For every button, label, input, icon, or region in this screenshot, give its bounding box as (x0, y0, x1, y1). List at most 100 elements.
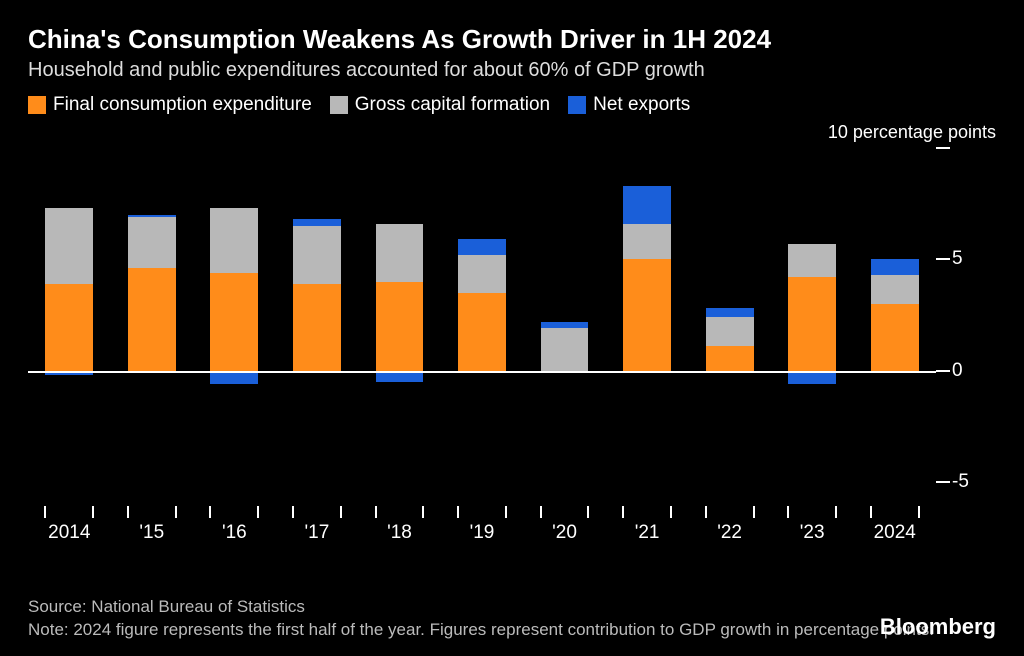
bar-segment-final-consumption (376, 282, 424, 371)
x-tick-mark (622, 506, 624, 518)
legend-swatch-netexports (568, 96, 586, 114)
bar-group (210, 148, 258, 504)
bar-group (45, 148, 93, 504)
bar-segment-gross-capital (210, 208, 258, 273)
x-axis-label: '20 (552, 522, 577, 544)
y-tick-label: 0 (942, 360, 996, 382)
bar-segment-final-consumption (128, 268, 176, 370)
zero-axis-line (28, 371, 936, 373)
x-tick-mark (257, 506, 259, 518)
legend-label: Gross capital formation (355, 94, 550, 116)
bar-segment-final-consumption (788, 277, 836, 370)
x-tick-mark (753, 506, 755, 518)
bar-segment-net-exports (293, 219, 341, 226)
x-axis-label: '21 (635, 522, 660, 544)
legend-item-capital: Gross capital formation (330, 94, 550, 116)
bar-segment-gross-capital (623, 224, 671, 260)
bar-segment-final-consumption (706, 346, 754, 370)
y-tick-label: -5 (942, 471, 996, 493)
chart-title: China's Consumption Weakens As Growth Dr… (28, 24, 996, 55)
y-tick-label: 5 (942, 248, 996, 270)
x-tick-mark (835, 506, 837, 518)
x-tick-mark (44, 506, 46, 518)
legend: Final consumption expenditure Gross capi… (28, 94, 996, 116)
x-axis-label: '18 (387, 522, 412, 544)
chart-area: 10 percentage points 50-52014'15'16'17'1… (28, 124, 996, 544)
x-tick-mark (787, 506, 789, 518)
bar-segment-net-exports (623, 186, 671, 224)
bar-group (458, 148, 506, 504)
bar-group (788, 148, 836, 504)
bar-segment-gross-capital (871, 275, 919, 304)
plot-region: 50-52014'15'16'17'18'19'20'21'22'232024 (28, 148, 936, 504)
bar-segment-net-exports (706, 308, 754, 317)
x-tick-mark (457, 506, 459, 518)
legend-item-consumption: Final consumption expenditure (28, 94, 312, 116)
x-axis-label: 2024 (874, 522, 916, 544)
bar-group (623, 148, 671, 504)
x-tick-mark (375, 506, 377, 518)
legend-label: Net exports (593, 94, 690, 116)
x-tick-mark (209, 506, 211, 518)
chart-footer: Source: National Bureau of Statistics No… (28, 596, 996, 642)
bar-segment-gross-capital (376, 224, 424, 282)
x-axis-label: '23 (800, 522, 825, 544)
legend-swatch-consumption (28, 96, 46, 114)
bar-segment-final-consumption (210, 273, 258, 371)
bar-group (871, 148, 919, 504)
x-axis-label: '16 (222, 522, 247, 544)
bar-segment-gross-capital (128, 217, 176, 268)
bar-segment-net-exports (871, 259, 919, 275)
bar-group (376, 148, 424, 504)
y-axis-title: 10 percentage points (828, 122, 996, 143)
bar-segment-net-exports (541, 322, 589, 329)
x-tick-mark (670, 506, 672, 518)
bar-segment-final-consumption (45, 284, 93, 371)
x-tick-mark (340, 506, 342, 518)
legend-label: Final consumption expenditure (53, 94, 312, 116)
bar-segment-net-exports (210, 371, 258, 384)
x-tick-mark (918, 506, 920, 518)
x-tick-mark (292, 506, 294, 518)
x-tick-mark (422, 506, 424, 518)
bar-segment-net-exports (128, 215, 176, 217)
bar-group (541, 148, 589, 504)
bars-container (28, 148, 936, 504)
bar-segment-gross-capital (706, 317, 754, 346)
bar-group (293, 148, 341, 504)
bar-segment-final-consumption (293, 284, 341, 371)
x-axis-label: '19 (470, 522, 495, 544)
x-axis-label: '15 (139, 522, 164, 544)
x-tick-mark (540, 506, 542, 518)
x-axis-label: '17 (305, 522, 330, 544)
x-tick-mark (92, 506, 94, 518)
source-text: Source: National Bureau of Statistics No… (28, 596, 996, 642)
bar-segment-gross-capital (788, 244, 836, 277)
x-axis-label: 2014 (48, 522, 90, 544)
bar-segment-final-consumption (871, 304, 919, 371)
y-tick-mark (936, 147, 950, 149)
bar-segment-net-exports (458, 239, 506, 255)
x-axis-label: '22 (717, 522, 742, 544)
brand-logo: Bloomberg (880, 614, 996, 640)
bar-segment-gross-capital (541, 328, 589, 370)
bar-segment-gross-capital (458, 255, 506, 293)
x-tick-mark (127, 506, 129, 518)
x-tick-mark (175, 506, 177, 518)
bar-segment-net-exports (788, 371, 836, 384)
x-tick-mark (705, 506, 707, 518)
legend-item-netexports: Net exports (568, 94, 690, 116)
x-tick-mark (870, 506, 872, 518)
bar-segment-final-consumption (458, 293, 506, 371)
legend-swatch-capital (330, 96, 348, 114)
bar-segment-gross-capital (45, 208, 93, 284)
bar-segment-gross-capital (293, 226, 341, 284)
x-tick-mark (587, 506, 589, 518)
x-tick-mark (505, 506, 507, 518)
bar-group (128, 148, 176, 504)
bar-segment-final-consumption (623, 259, 671, 370)
chart-subtitle: Household and public expenditures accoun… (28, 59, 996, 82)
note-line: Note: 2024 figure represents the first h… (28, 619, 996, 642)
bar-group (706, 148, 754, 504)
source-line: Source: National Bureau of Statistics (28, 596, 996, 619)
